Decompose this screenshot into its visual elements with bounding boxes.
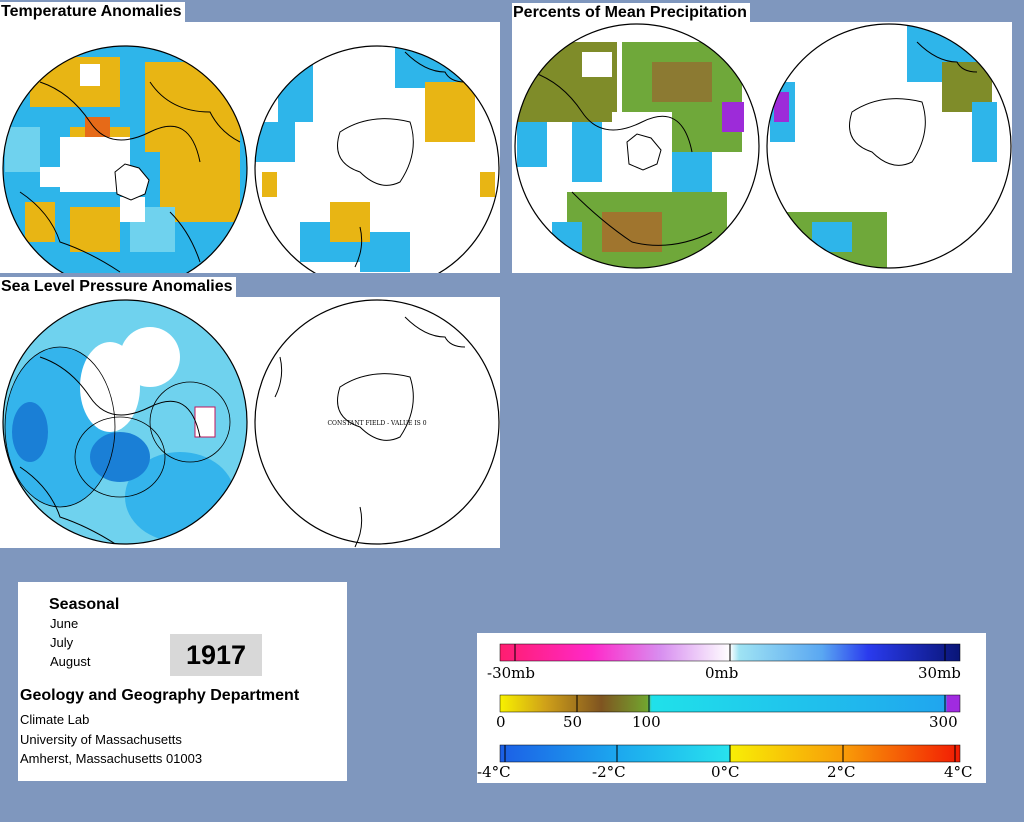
precip-label-50: 50: [563, 713, 582, 731]
department-label: Geology and Geography Department: [20, 687, 300, 704]
precipitation-colorbar: 0 50 100 300: [496, 694, 961, 731]
precipitation-panel: [512, 22, 1012, 273]
address-line: Amherst, Massachusetts 01003: [20, 751, 203, 766]
temperature-maps: [2, 45, 500, 273]
month-june: June: [50, 616, 79, 631]
precipitation-title: Percents of Mean Precipitation: [512, 3, 750, 23]
temperature-colorbar: -4°C -2°C 0°C 2°C 4°C: [477, 744, 973, 781]
month-july: July: [50, 635, 74, 650]
temp-label-4: 4°C: [944, 763, 973, 781]
temp-label-2: 2°C: [827, 763, 856, 781]
year-label: 1917: [170, 634, 262, 676]
university-line: University of Massachusetts: [20, 732, 182, 747]
pressure-colorbar: -30mb 0mb 30mb: [487, 643, 961, 682]
pressure-label-mid: 0mb: [705, 664, 738, 682]
constant-field-note: CONSTANT FIELD - VALUE IS 0: [327, 420, 426, 427]
climate-lab-line: Climate Lab: [20, 712, 90, 727]
month-august: August: [50, 654, 91, 669]
precipitation-maps: [514, 23, 1012, 269]
pressure-north-map: [3, 300, 247, 544]
info-box: Seasonal June July August 1917 Geology a…: [18, 582, 347, 781]
precip-label-300: 300: [929, 713, 958, 731]
temperature-south-map: [255, 46, 499, 273]
pressure-title: Sea Level Pressure Anomalies: [0, 277, 236, 297]
temperature-title: Temperature Anomalies: [0, 2, 185, 22]
pressure-label-min: -30mb: [487, 664, 535, 682]
precip-label-100: 100: [632, 713, 661, 731]
precip-label-0: 0: [496, 713, 506, 731]
pressure-south-map: CONSTANT FIELD - VALUE IS 0: [254, 299, 500, 548]
temperature-panel: [0, 22, 500, 273]
temperature-north-map: [3, 46, 247, 273]
precipitation-north-map: [515, 24, 759, 268]
temp-label-minus2: -2°C: [592, 763, 626, 781]
pressure-label-max: 30mb: [918, 664, 961, 682]
seasonal-label: Seasonal: [49, 596, 120, 613]
pressure-panel: CONSTANT FIELD - VALUE IS 0: [0, 297, 500, 548]
legend-bars: -30mb 0mb 30mb 0 50 100 300 -4°C -2°C 0°…: [477, 643, 973, 781]
color-legend: -30mb 0mb 30mb 0 50 100 300 -4°C -2°C 0°…: [477, 633, 986, 783]
temp-label-0: 0°C: [711, 763, 740, 781]
pressure-maps: CONSTANT FIELD - VALUE IS 0: [2, 299, 500, 548]
temp-label-minus4: -4°C: [477, 763, 511, 781]
